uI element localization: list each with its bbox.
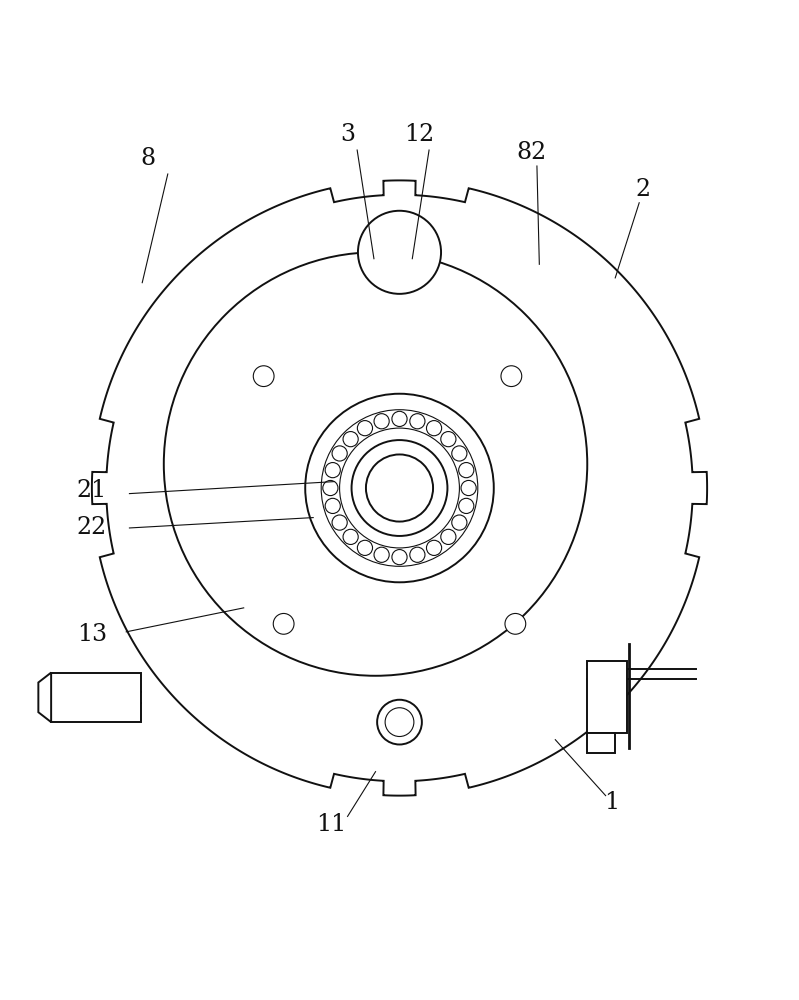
Circle shape: [273, 613, 294, 634]
Circle shape: [459, 463, 474, 478]
Circle shape: [451, 446, 467, 461]
Circle shape: [392, 411, 407, 426]
Circle shape: [305, 394, 494, 582]
Circle shape: [332, 446, 348, 461]
Circle shape: [505, 613, 526, 634]
Circle shape: [377, 700, 422, 744]
Circle shape: [459, 498, 474, 513]
Text: 8: 8: [141, 147, 155, 170]
Circle shape: [451, 515, 467, 530]
Circle shape: [441, 529, 456, 544]
Polygon shape: [92, 180, 707, 796]
Text: 13: 13: [77, 623, 107, 646]
Circle shape: [253, 366, 274, 387]
Text: 2: 2: [636, 178, 650, 201]
Circle shape: [352, 440, 447, 536]
Bar: [587, 661, 627, 733]
Circle shape: [366, 454, 433, 522]
Circle shape: [410, 414, 425, 429]
Polygon shape: [38, 673, 51, 722]
Circle shape: [427, 421, 442, 436]
Circle shape: [321, 410, 478, 566]
Text: 3: 3: [340, 123, 355, 146]
Circle shape: [392, 550, 407, 565]
Text: 21: 21: [77, 479, 107, 502]
Circle shape: [427, 540, 442, 555]
Circle shape: [340, 428, 459, 548]
Circle shape: [357, 421, 372, 436]
Circle shape: [357, 540, 372, 555]
Circle shape: [410, 547, 425, 562]
Circle shape: [332, 515, 348, 530]
Text: 1: 1: [604, 791, 618, 814]
Bar: [51, 673, 141, 722]
Text: 11: 11: [316, 813, 347, 836]
Text: 22: 22: [77, 516, 107, 539]
Circle shape: [325, 463, 340, 478]
Circle shape: [343, 529, 358, 544]
Circle shape: [343, 432, 358, 447]
Circle shape: [441, 432, 456, 447]
Circle shape: [323, 480, 338, 496]
Circle shape: [374, 414, 389, 429]
Bar: [587, 733, 615, 753]
Circle shape: [374, 547, 389, 562]
Text: 12: 12: [404, 123, 435, 146]
Circle shape: [164, 252, 587, 676]
Circle shape: [385, 708, 414, 737]
Circle shape: [325, 498, 340, 513]
Circle shape: [501, 366, 522, 387]
Text: 82: 82: [516, 141, 547, 164]
Circle shape: [358, 211, 441, 294]
Circle shape: [461, 480, 476, 496]
